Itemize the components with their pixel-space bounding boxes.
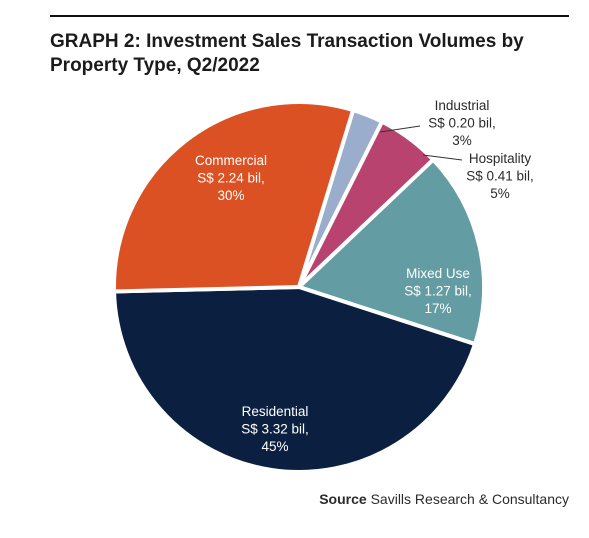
slice-label-value-hospitality: S$ 0.41 bil, [466,169,534,184]
chart-title: GRAPH 2: Investment Sales Transaction Vo… [50,30,570,78]
source-label: Source [319,491,367,507]
slice-label-value-commercial: S$ 2.24 bil, [197,171,265,186]
slice-label-name-commercial: Commercial [195,153,267,168]
slice-label-name-mixed-use: Mixed Use [406,266,470,281]
slice-label-name-residential: Residential [242,404,309,419]
chart-title-line-2: Property Type, Q2/2022 [50,55,260,76]
slice-label-value-industrial: S$ 0.20 bil, [428,116,496,131]
source-text: Savills Research & Consultancy [370,491,569,507]
leader-line-industrial [379,125,421,133]
slice-label-name-hospitality: Hospitality [469,151,532,166]
leader-line-hospitality [422,154,463,161]
source-note: Source Savills Research & Consultancy [319,491,569,507]
slice-label-percent-hospitality: 5% [490,186,510,201]
slice-label-name-industrial: Industrial [435,98,490,113]
slice-label-percent-mixed-use: 17% [424,301,451,316]
pie-slice-mixed-use [297,157,486,347]
slice-label-value-residential: S$ 3.32 bil, [241,422,309,437]
top-rule [50,15,569,17]
slice-label-percent-industrial: 3% [452,133,472,148]
pie-slice-commercial [112,100,356,294]
slice-label-percent-commercial: 30% [217,188,244,203]
chart-title-line-1: GRAPH 2: Investment Sales Transaction Vo… [50,31,524,52]
pie-slice-residential [112,285,477,474]
slice-label-percent-residential: 45% [261,439,288,454]
slice-label-value-mixed-use: S$ 1.27 bil, [404,284,472,299]
